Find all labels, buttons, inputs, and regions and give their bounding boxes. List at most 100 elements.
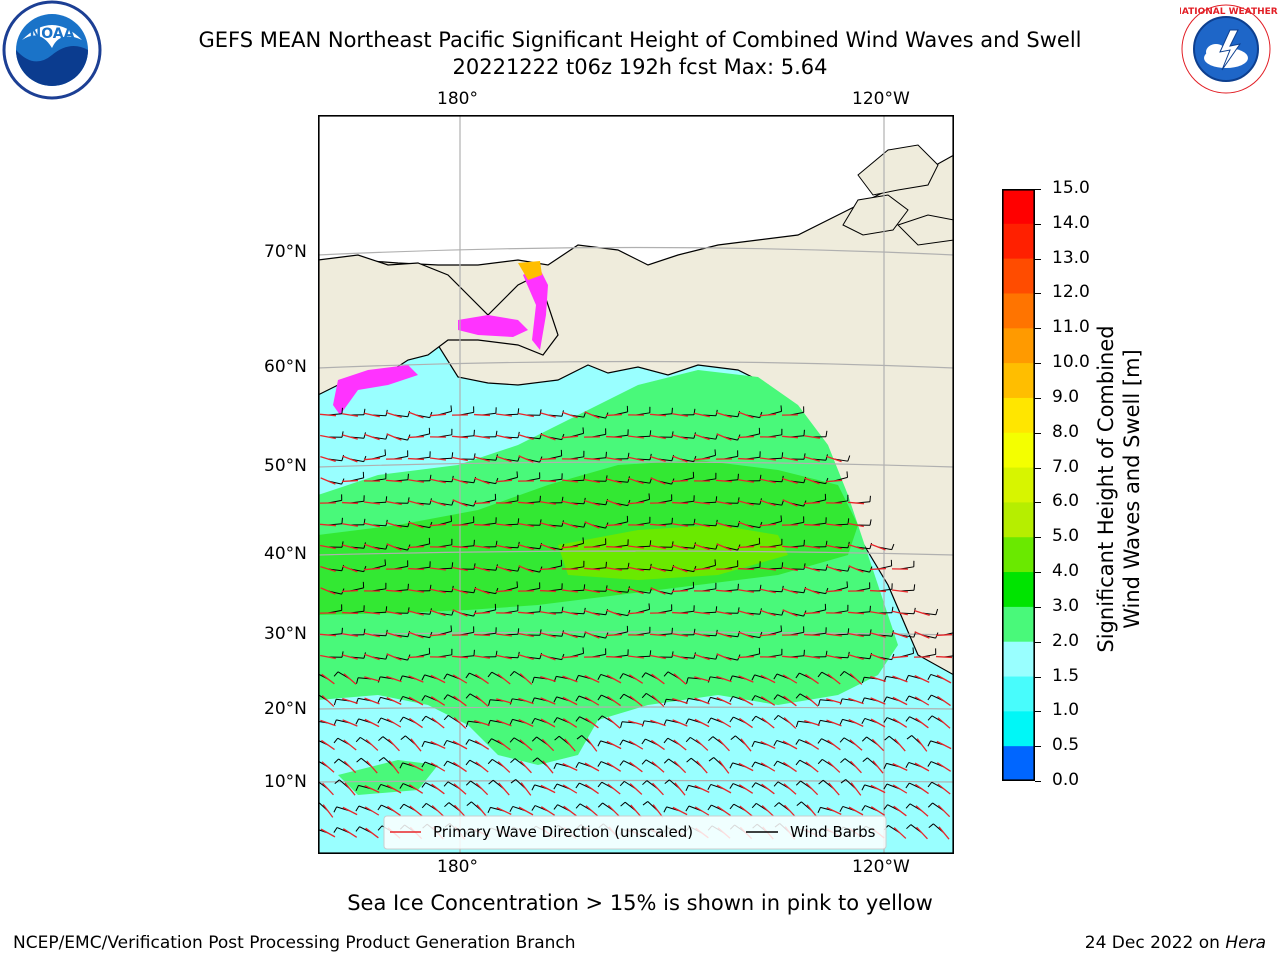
wind-barb-flag bbox=[531, 736, 537, 742]
wave-direction-arrow bbox=[716, 653, 732, 661]
colorbar-tick-label: 15.0 bbox=[1052, 178, 1090, 198]
wave-direction-arrow bbox=[804, 720, 820, 726]
wave-direction-arrow bbox=[826, 565, 842, 573]
wind-barb-flag bbox=[399, 762, 404, 769]
wave-direction-arrow bbox=[585, 805, 599, 817]
wave-direction-arrow bbox=[539, 567, 557, 571]
wave-direction-arrow bbox=[342, 544, 358, 550]
wave-direction-arrow bbox=[671, 633, 689, 637]
wave-direction-arrow bbox=[717, 805, 731, 817]
wave-direction-arrow bbox=[627, 501, 645, 505]
wave-direction-arrow bbox=[475, 673, 489, 685]
wind-barb-flag bbox=[421, 695, 426, 701]
wind-barb-flag bbox=[531, 784, 536, 791]
wind-barb-flag bbox=[906, 824, 912, 830]
colorbar-tick-mark bbox=[1035, 223, 1041, 225]
wave-direction-arrow bbox=[452, 499, 468, 507]
wave-direction-arrow bbox=[869, 589, 887, 593]
wave-direction-arrow bbox=[341, 589, 359, 593]
wave-direction-arrow bbox=[408, 762, 424, 772]
wave-direction-arrow bbox=[561, 655, 579, 659]
wave-direction-arrow bbox=[936, 762, 952, 772]
wave-direction-arrow bbox=[737, 567, 755, 571]
wave-height-4-5m bbox=[318, 460, 858, 615]
wave-direction-arrow bbox=[629, 783, 643, 795]
wind-barb-flag bbox=[803, 563, 806, 570]
wave-direction-arrow bbox=[364, 676, 380, 682]
wind-barb-flag bbox=[561, 520, 564, 527]
wind-barb-flag bbox=[531, 805, 536, 811]
wave-direction-arrow bbox=[431, 717, 445, 729]
wind-barb-flag bbox=[473, 429, 475, 436]
wave-direction-arrow bbox=[804, 740, 820, 750]
wind-barb-flag bbox=[905, 782, 910, 789]
wave-direction-arrow bbox=[672, 806, 688, 816]
wave-direction-arrow bbox=[453, 761, 467, 773]
wave-direction-arrow bbox=[805, 695, 819, 707]
wave-direction-arrow bbox=[584, 521, 600, 529]
date-text: 24 Dec 2022 on bbox=[1084, 933, 1226, 953]
wave-direction-arrow bbox=[452, 609, 468, 617]
wind-barb-flag bbox=[861, 805, 866, 811]
wind-barb-flag bbox=[707, 676, 711, 683]
wave-direction-arrow bbox=[629, 761, 643, 773]
wind-barb-flag bbox=[693, 455, 697, 462]
wave-direction-arrow bbox=[630, 804, 642, 818]
graticule bbox=[318, 115, 954, 854]
wind-barb-flag bbox=[891, 543, 895, 550]
wind-barb-flag bbox=[583, 584, 586, 591]
wave-direction-arrow bbox=[321, 673, 335, 685]
legend-wind-barbs-label: Wind Barbs bbox=[790, 823, 876, 841]
wind-barb-flag bbox=[333, 671, 339, 677]
wind-barb-flag bbox=[693, 652, 696, 659]
wind-barb-flag bbox=[531, 677, 535, 684]
wind-barb-flag bbox=[561, 653, 565, 660]
wind-barb-flag bbox=[686, 757, 692, 763]
wind-barb-flag bbox=[839, 719, 843, 726]
colorbar-segment bbox=[1002, 467, 1035, 503]
wave-direction-arrow bbox=[429, 633, 447, 637]
wind-barb-flag bbox=[693, 565, 697, 572]
wave-direction-arrow bbox=[738, 610, 754, 616]
wind-barb-flag bbox=[663, 719, 667, 726]
wave-direction-arrow bbox=[737, 457, 755, 461]
wave-direction-arrow bbox=[342, 828, 358, 838]
wave-direction-arrow bbox=[363, 457, 381, 461]
wave-direction-arrow bbox=[916, 738, 928, 752]
wave-direction-arrow bbox=[803, 545, 821, 549]
wind-barb-flag bbox=[399, 675, 403, 682]
wave-direction-arrow bbox=[803, 523, 821, 527]
wave-direction-arrow bbox=[607, 783, 621, 795]
lat-label-10n: 10°N bbox=[264, 772, 307, 792]
wind-barb-flag bbox=[707, 717, 712, 724]
wave-direction-arrow bbox=[870, 543, 886, 551]
wave-direction-arrow bbox=[650, 587, 666, 595]
wave-direction-arrow bbox=[539, 501, 557, 505]
wave-direction-arrow bbox=[671, 501, 689, 505]
wave-direction-arrow bbox=[782, 566, 798, 572]
wave-direction-arrow bbox=[388, 738, 400, 752]
wind-barb-flag bbox=[363, 455, 367, 462]
wave-direction-arrow bbox=[518, 806, 534, 816]
wind-barb-flag bbox=[466, 801, 472, 806]
wave-direction-arrow bbox=[540, 697, 556, 705]
wind-barb-flag bbox=[516, 581, 519, 588]
colorbar-label-line2: Wind Waves and Swell [m] bbox=[1120, 349, 1144, 629]
wave-direction-arrow bbox=[782, 609, 798, 617]
wind-barb-flag bbox=[539, 629, 542, 636]
wave-direction-arrow bbox=[320, 828, 336, 838]
wave-direction-arrow bbox=[629, 695, 643, 707]
wave-direction-arrow bbox=[319, 523, 337, 527]
wave-direction-arrow bbox=[870, 653, 886, 661]
wave-direction-arrow bbox=[650, 477, 666, 485]
wave-direction-arrow bbox=[320, 587, 336, 595]
noaa-logo: NOAA bbox=[2, 0, 102, 100]
wind-barb-flag bbox=[487, 759, 493, 765]
wave-direction-arrow bbox=[476, 804, 488, 818]
wind-barb-flag bbox=[773, 715, 779, 721]
wave-direction-arrow bbox=[386, 433, 402, 441]
wind-barb-flag bbox=[561, 410, 564, 417]
wind-barb-flag bbox=[817, 759, 823, 765]
wind-barb-flag bbox=[450, 625, 453, 632]
lat-label-30n: 30°N bbox=[264, 624, 307, 644]
